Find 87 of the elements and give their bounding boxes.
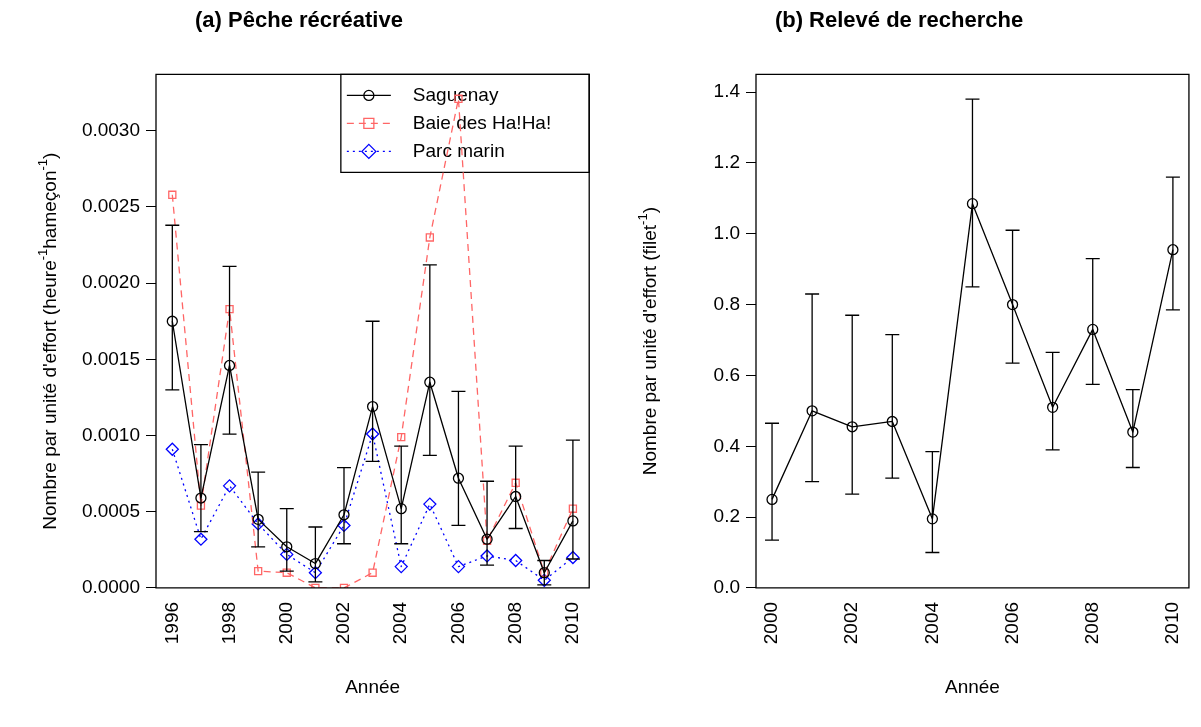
point bbox=[280, 547, 294, 562]
point bbox=[282, 568, 291, 577]
point bbox=[368, 568, 377, 577]
point bbox=[509, 553, 523, 568]
point bbox=[480, 549, 494, 563]
x-tick-label: 2004 bbox=[920, 601, 942, 645]
point bbox=[168, 190, 177, 199]
point bbox=[566, 550, 580, 565]
point bbox=[166, 315, 178, 327]
x-tick-label: 2010 bbox=[561, 601, 583, 645]
point bbox=[222, 479, 237, 493]
y-tick-label: 0.0030 bbox=[81, 119, 140, 141]
point bbox=[966, 198, 979, 210]
y-tick-label: 1.0 bbox=[713, 222, 740, 244]
point bbox=[165, 442, 179, 456]
point bbox=[252, 513, 264, 526]
point bbox=[395, 503, 407, 515]
point bbox=[567, 515, 579, 527]
y-tick-label: 0.0015 bbox=[81, 347, 140, 369]
point bbox=[806, 405, 818, 417]
point bbox=[766, 493, 778, 506]
point bbox=[425, 233, 435, 242]
point bbox=[568, 504, 578, 513]
point bbox=[397, 432, 406, 442]
y-tick-label: 0.0020 bbox=[81, 271, 140, 293]
x-tick-label: 2008 bbox=[1080, 601, 1102, 645]
point bbox=[365, 427, 380, 441]
point bbox=[846, 421, 858, 433]
point bbox=[309, 557, 322, 570]
chart-title: (b) Relevé de recherche bbox=[774, 7, 1024, 33]
y-tick-label: 0.0000 bbox=[81, 576, 140, 598]
point bbox=[253, 566, 263, 576]
point bbox=[338, 509, 350, 521]
x-tick-label: 2000 bbox=[275, 601, 296, 645]
x-tick-label: 2010 bbox=[1161, 601, 1183, 645]
point bbox=[1046, 401, 1059, 413]
x-tick-label: 1996 bbox=[160, 601, 182, 645]
x-tick-label: 2002 bbox=[332, 601, 354, 645]
point bbox=[537, 573, 551, 587]
y-tick-label: 0.0005 bbox=[81, 499, 140, 521]
point bbox=[424, 376, 436, 388]
point bbox=[451, 559, 466, 574]
y-axis-title: Nombre par unité d'effort (filet-1) bbox=[634, 207, 661, 476]
y-tick-label: 1.2 bbox=[713, 151, 740, 173]
y-tick-label: 0.2 bbox=[713, 505, 740, 527]
point bbox=[886, 415, 898, 428]
point bbox=[1006, 298, 1019, 311]
x-axis-title: Année bbox=[345, 675, 401, 697]
x-tick-label: 2004 bbox=[389, 601, 411, 645]
chart-title: (a) Pêche récréative bbox=[195, 7, 403, 33]
legend-label: Saguenay bbox=[412, 83, 499, 105]
point bbox=[394, 559, 408, 574]
point bbox=[195, 492, 207, 504]
y-tick-label: 0.8 bbox=[713, 292, 740, 314]
point bbox=[337, 518, 351, 533]
point bbox=[194, 532, 208, 546]
x-tick-label: 2000 bbox=[760, 601, 782, 645]
point bbox=[196, 501, 206, 510]
point bbox=[225, 304, 234, 314]
point bbox=[223, 359, 236, 372]
y-tick-label: 0.0025 bbox=[81, 195, 140, 217]
y-axis-title: Nombre par unité d'effort (heure-1hameçon-1) bbox=[34, 152, 61, 530]
point bbox=[1127, 426, 1139, 438]
point bbox=[423, 497, 437, 511]
x-tick-label: 2006 bbox=[446, 601, 468, 645]
point bbox=[511, 478, 520, 487]
point bbox=[251, 517, 265, 531]
point bbox=[926, 513, 939, 525]
point bbox=[281, 541, 293, 553]
y-tick-label: 0.4 bbox=[713, 434, 741, 456]
x-tick-label: 1998 bbox=[217, 601, 239, 645]
point bbox=[452, 472, 465, 484]
legend-label: Baie des Ha!Ha! bbox=[412, 111, 552, 133]
point bbox=[510, 490, 522, 503]
point bbox=[308, 566, 323, 580]
y-tick-label: 0.0010 bbox=[81, 423, 140, 445]
y-tick-label: 0.6 bbox=[713, 363, 740, 385]
legend-label: Parc marin bbox=[412, 139, 505, 161]
x-tick-label: 2008 bbox=[503, 601, 525, 645]
x-tick-label: 2002 bbox=[840, 601, 862, 645]
point bbox=[366, 400, 379, 413]
x-tick-label: 2006 bbox=[1000, 601, 1022, 645]
x-axis-title: Année bbox=[944, 675, 1000, 697]
y-tick-label: 0.0 bbox=[713, 576, 740, 598]
y-tick-label: 1.4 bbox=[713, 80, 741, 102]
point bbox=[1167, 244, 1179, 256]
point bbox=[1087, 323, 1099, 336]
